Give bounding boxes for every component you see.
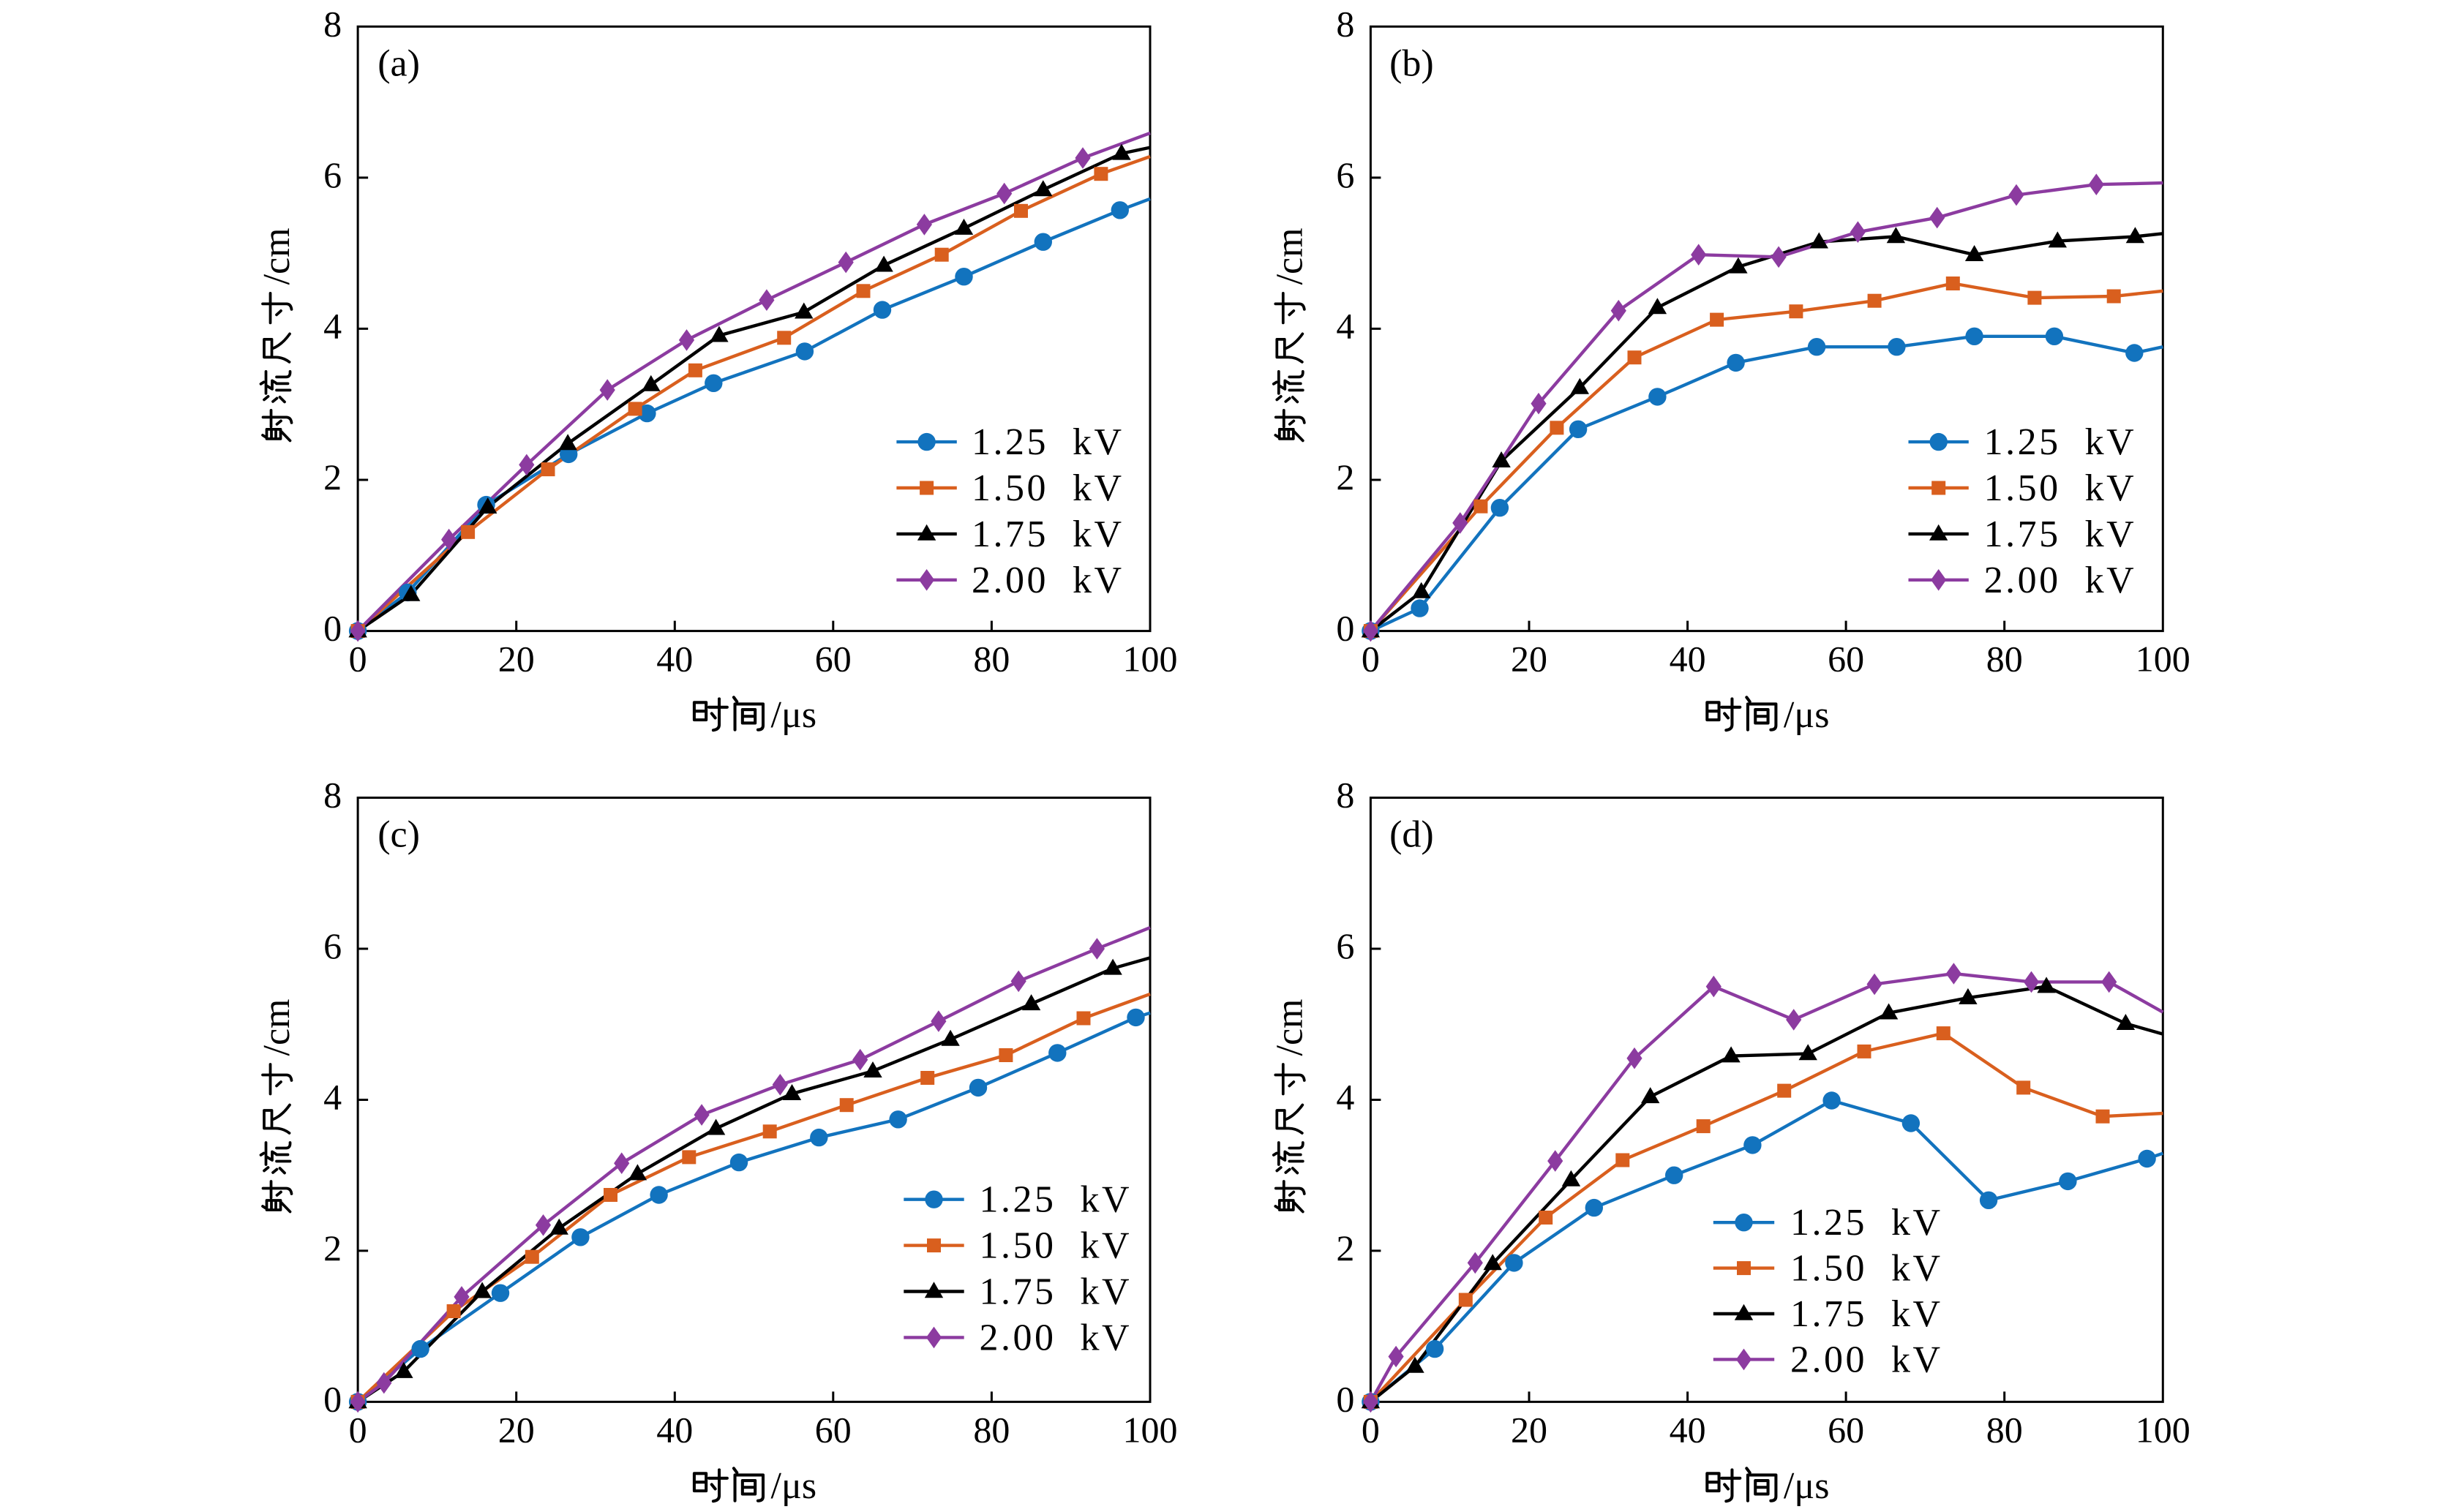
svg-text:(d): (d) [1389, 814, 1434, 856]
svg-text:1.75 kV: 1.75 kV [980, 1271, 1133, 1313]
svg-text:8: 8 [1336, 3, 1354, 44]
svg-text:80: 80 [973, 1409, 1010, 1450]
svg-text:40: 40 [1670, 1409, 1706, 1450]
svg-text:80: 80 [1986, 639, 2023, 680]
svg-text:1.50 kV: 1.50 kV [1790, 1248, 1943, 1290]
svg-text:0: 0 [323, 608, 342, 649]
svg-text:(c): (c) [378, 814, 420, 856]
svg-text:1.25 kV: 1.25 kV [972, 421, 1124, 463]
svg-text:8: 8 [323, 3, 342, 44]
svg-text:0: 0 [1362, 639, 1380, 680]
svg-text:(b): (b) [1389, 42, 1434, 84]
svg-text:6: 6 [1336, 154, 1354, 195]
svg-text:/μs: /μs [771, 1465, 817, 1507]
svg-text:6: 6 [323, 154, 342, 195]
svg-text:/cm: /cm [1269, 227, 1310, 285]
svg-text:0: 0 [1336, 608, 1354, 649]
svg-text:1.75 kV: 1.75 kV [1790, 1293, 1943, 1335]
svg-text:6: 6 [1336, 925, 1354, 966]
svg-text:2: 2 [323, 1227, 342, 1268]
svg-text:/μs: /μs [1784, 694, 1830, 736]
svg-text:1.75 kV: 1.75 kV [1984, 514, 2137, 555]
svg-text:8: 8 [323, 775, 342, 816]
svg-text:2.00 kV: 2.00 kV [1984, 560, 2137, 601]
svg-text:1.50 kV: 1.50 kV [1984, 467, 2137, 509]
svg-text:2.00 kV: 2.00 kV [972, 560, 1124, 601]
svg-text:40: 40 [656, 639, 693, 680]
svg-text:0: 0 [323, 1378, 342, 1419]
svg-text:1.25 kV: 1.25 kV [1984, 421, 2137, 463]
svg-text:40: 40 [1670, 639, 1706, 680]
svg-text:20: 20 [498, 1409, 535, 1450]
svg-text:0: 0 [349, 639, 367, 680]
svg-text:1.25 kV: 1.25 kV [980, 1179, 1133, 1221]
svg-text:2: 2 [1336, 456, 1354, 497]
svg-text:0: 0 [1362, 1409, 1380, 1450]
svg-text:2.00 kV: 2.00 kV [980, 1317, 1133, 1358]
svg-text:100: 100 [1123, 639, 1178, 680]
svg-text:20: 20 [498, 639, 535, 680]
svg-text:40: 40 [656, 1409, 693, 1450]
svg-text:4: 4 [323, 305, 342, 346]
svg-text:60: 60 [815, 639, 852, 680]
svg-text:60: 60 [815, 1409, 852, 1450]
svg-text:1.75 kV: 1.75 kV [972, 514, 1124, 555]
svg-text:100: 100 [1123, 1409, 1178, 1450]
svg-text:/μs: /μs [1784, 1465, 1830, 1507]
svg-text:20: 20 [1511, 639, 1547, 680]
svg-text:0: 0 [349, 1409, 367, 1450]
svg-text:2: 2 [323, 456, 342, 497]
svg-text:0: 0 [1336, 1378, 1354, 1419]
svg-text:/cm: /cm [256, 227, 298, 285]
svg-text:100: 100 [2136, 1409, 2190, 1450]
svg-text:20: 20 [1511, 1409, 1547, 1450]
svg-text:/cm: /cm [1269, 999, 1310, 1056]
svg-text:80: 80 [1986, 1409, 2023, 1450]
svg-text:8: 8 [1336, 775, 1354, 816]
svg-text:6: 6 [323, 925, 342, 966]
svg-text:80: 80 [973, 639, 1010, 680]
svg-text:(a): (a) [378, 42, 420, 84]
svg-text:1.50 kV: 1.50 kV [972, 467, 1124, 509]
svg-text:/cm: /cm [256, 999, 298, 1056]
svg-text:4: 4 [1336, 1077, 1354, 1118]
svg-text:4: 4 [1336, 305, 1354, 346]
svg-text:1.25 kV: 1.25 kV [1790, 1202, 1943, 1244]
svg-text:2: 2 [1336, 1227, 1354, 1268]
svg-text:60: 60 [1828, 1409, 1864, 1450]
svg-text:60: 60 [1828, 639, 1864, 680]
svg-text:1.50 kV: 1.50 kV [980, 1225, 1133, 1267]
svg-text:2.00 kV: 2.00 kV [1790, 1339, 1943, 1380]
svg-text:/μs: /μs [771, 694, 817, 736]
svg-text:4: 4 [323, 1077, 342, 1118]
svg-text:100: 100 [2136, 639, 2190, 680]
